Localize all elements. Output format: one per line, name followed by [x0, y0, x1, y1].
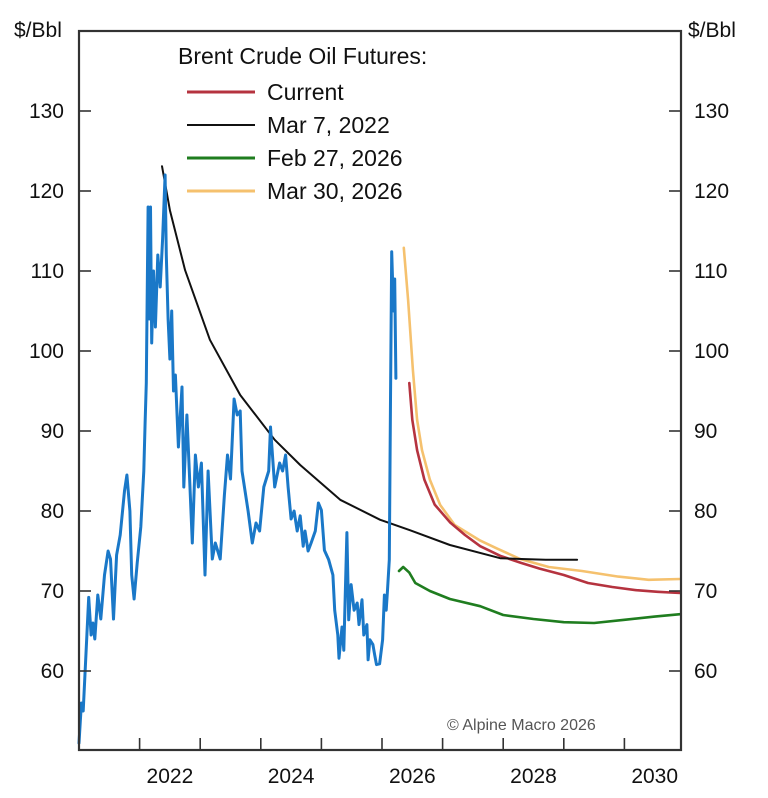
y-tick-label-left: 100 [29, 340, 64, 363]
series-line-mar-30-2026 [402, 246, 682, 582]
x-tick-label: 2030 [631, 765, 678, 788]
series-layer [77, 165, 682, 745]
series-line-mar-7-2022 [161, 165, 579, 561]
legend-label: Current [267, 79, 344, 105]
y-tick-label-left: 130 [29, 100, 64, 123]
x-tick-label: 2022 [147, 765, 194, 788]
y-tick-label-right: 80 [694, 500, 717, 523]
watermark: © Alpine Macro 2026 [447, 717, 596, 734]
y-tick-label-left: 60 [41, 660, 64, 683]
y-tick-label-right: 100 [694, 340, 729, 363]
y-tick-label-left: 110 [31, 260, 64, 283]
legend-label: Mar 30, 2026 [267, 178, 403, 204]
y-tick-label-right: 110 [694, 260, 727, 283]
plot-frame [77, 29, 683, 752]
y-axis-left-unit-label: $/Bbl [14, 19, 62, 42]
y-tick-label-left: 80 [41, 500, 64, 523]
legend-title: Brent Crude Oil Futures: [178, 43, 427, 69]
y-tick-label-right: 120 [694, 180, 729, 203]
y-axis-right-unit-label: $/Bbl [688, 19, 736, 42]
y-tick-label-left: 120 [29, 180, 64, 203]
legend: Brent Crude Oil Futures: Current Mar 7, 2… [178, 43, 427, 204]
series-line-brent-spot [77, 173, 398, 745]
y-tick-label-left: 70 [41, 580, 64, 603]
y-tick-label-right: 130 [694, 100, 729, 123]
y-tick-label-right: 60 [694, 660, 717, 683]
series-line-current [408, 381, 682, 595]
x-tick-label: 2028 [510, 765, 557, 788]
ticks-layer: 60 60 70 70 80 80 90 90 100 100 110 110 120 120 130 130… [29, 100, 729, 788]
x-tick-label: 2026 [389, 765, 436, 788]
y-tick-label-right: 90 [694, 420, 717, 443]
series-line-feb-27-2026 [397, 565, 682, 625]
y-tick-label-right: 70 [694, 580, 717, 603]
x-tick-label: 2024 [268, 765, 315, 788]
y-tick-label-left: 90 [41, 420, 64, 443]
legend-label: Feb 27, 2026 [267, 145, 403, 171]
legend-label: Mar 7, 2022 [267, 112, 390, 138]
